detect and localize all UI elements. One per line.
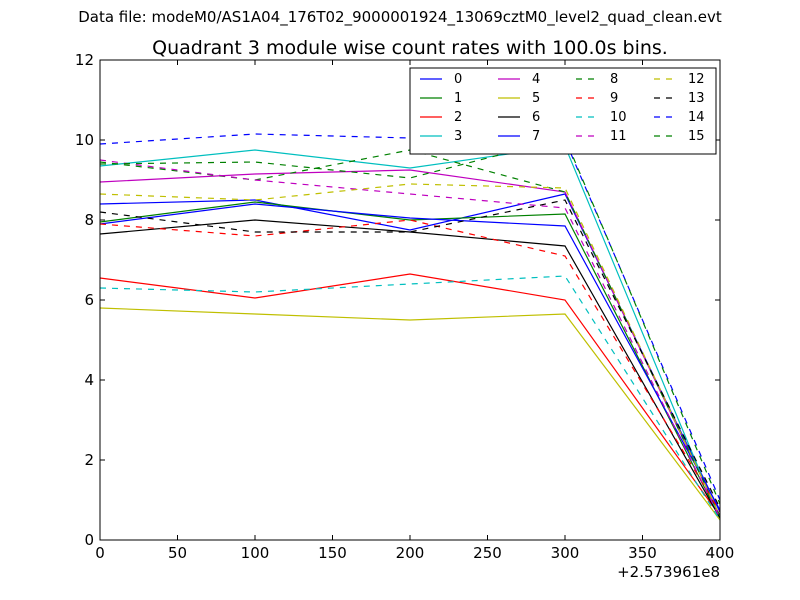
legend-item-13[interactable]: 13: [654, 91, 705, 106]
x-tick-label: 300: [551, 544, 580, 562]
x-tick-label: 200: [396, 544, 425, 562]
y-tick-label: 12: [75, 51, 94, 69]
legend-label: 8: [610, 72, 618, 87]
legend-item-9[interactable]: 9: [576, 91, 618, 106]
legend-label: 1: [454, 91, 462, 106]
series-line-3: [99, 145, 721, 521]
y-tick-label: 6: [84, 291, 94, 309]
x-tick-label: 100: [241, 544, 270, 562]
legend-item-5[interactable]: 5: [498, 91, 540, 106]
legend-label: 15: [688, 129, 705, 144]
legend-item-6[interactable]: 6: [498, 110, 540, 125]
y-tick-label: 0: [84, 531, 94, 549]
series-line-9: [99, 219, 721, 513]
legend-label: 9: [610, 91, 618, 106]
series-line-5: [99, 307, 721, 521]
legend-label: 0: [454, 72, 462, 87]
y-tick-label: 10: [75, 131, 94, 149]
series-line-7: [99, 203, 721, 511]
legend-item-14[interactable]: 14: [654, 110, 705, 125]
y-tick-label: 2: [84, 451, 94, 469]
x-tick-label: 50: [168, 544, 187, 562]
series-line-6: [99, 219, 721, 519]
y-tick-label: 4: [84, 371, 94, 389]
x-tick-label: 250: [473, 544, 502, 562]
series-line-15: [99, 137, 721, 505]
legend-label: 12: [688, 72, 705, 87]
legend-label: 2: [454, 110, 462, 125]
legend-item-12[interactable]: 12: [654, 72, 705, 87]
legend-label: 13: [688, 91, 705, 106]
legend-item-1[interactable]: 1: [420, 91, 462, 106]
chart-title: Quadrant 3 module wise count rates with …: [152, 37, 668, 59]
y-tick-label: 8: [84, 211, 94, 229]
legend-item-11[interactable]: 11: [576, 129, 627, 144]
legend-label: 4: [532, 72, 540, 87]
legend-item-0[interactable]: 0: [420, 72, 462, 87]
legend-item-8[interactable]: 8: [576, 72, 618, 87]
x-offset-label: +2.573961e8: [617, 563, 720, 581]
series-lines: [99, 133, 721, 521]
series-line-8: [99, 149, 721, 517]
legend-label: 7: [532, 129, 540, 144]
series-line-10: [99, 275, 721, 521]
legend-label: 3: [454, 129, 462, 144]
suptitle: Data file: modeM0/AS1A04_176T02_90000019…: [78, 8, 722, 26]
x-tick-label: 150: [318, 544, 347, 562]
legend-label: 10: [610, 110, 627, 125]
x-tick-label: 350: [628, 544, 657, 562]
series-line-4: [99, 169, 721, 517]
legend-frame: [409, 67, 717, 155]
legend-label: 6: [532, 110, 540, 125]
x-tick-label: 400: [706, 544, 735, 562]
legend-item-4[interactable]: 4: [498, 72, 540, 87]
series-line-2: [99, 273, 721, 517]
series-line-1: [99, 201, 721, 519]
series-line-12: [99, 183, 721, 517]
legend-item-15[interactable]: 15: [654, 129, 705, 144]
series-line-14: [99, 133, 721, 501]
legend-item-7[interactable]: 7: [498, 129, 540, 144]
legend-item-2[interactable]: 2: [420, 110, 462, 125]
x-tick-label: 0: [95, 544, 105, 562]
legend-label: 5: [532, 91, 540, 106]
legend-label: 11: [610, 129, 627, 144]
legend-label: 14: [688, 110, 705, 125]
legend-item-3[interactable]: 3: [420, 129, 462, 144]
legend-item-10[interactable]: 10: [576, 110, 627, 125]
series-line-0: [99, 193, 721, 513]
